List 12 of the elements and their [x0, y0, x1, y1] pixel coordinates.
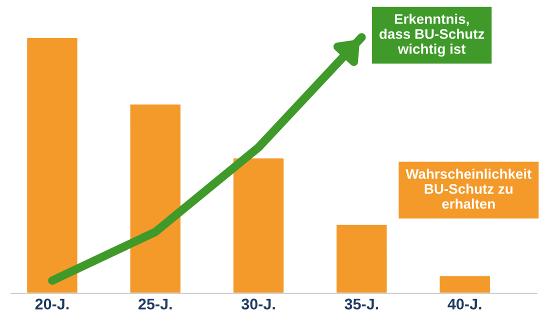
bar — [335, 224, 388, 294]
bar — [128, 103, 182, 294]
series-label: Wahrscheinlichkeit BU-Schutz zu erhalten — [406, 168, 532, 209]
x-tick-label: 25-J. — [138, 298, 172, 310]
x-tick-label: 20-J. — [35, 298, 69, 310]
x-tick-label: 40-J. — [448, 298, 482, 310]
x-tick-label: 30-J. — [241, 298, 275, 310]
bar — [438, 274, 492, 294]
series-label: Erkenntnis, dass BU-Schutz wichtig ist — [380, 14, 484, 57]
x-tick-label: 35-J. — [344, 298, 378, 310]
bar — [26, 36, 79, 294]
bar — [232, 156, 286, 294]
